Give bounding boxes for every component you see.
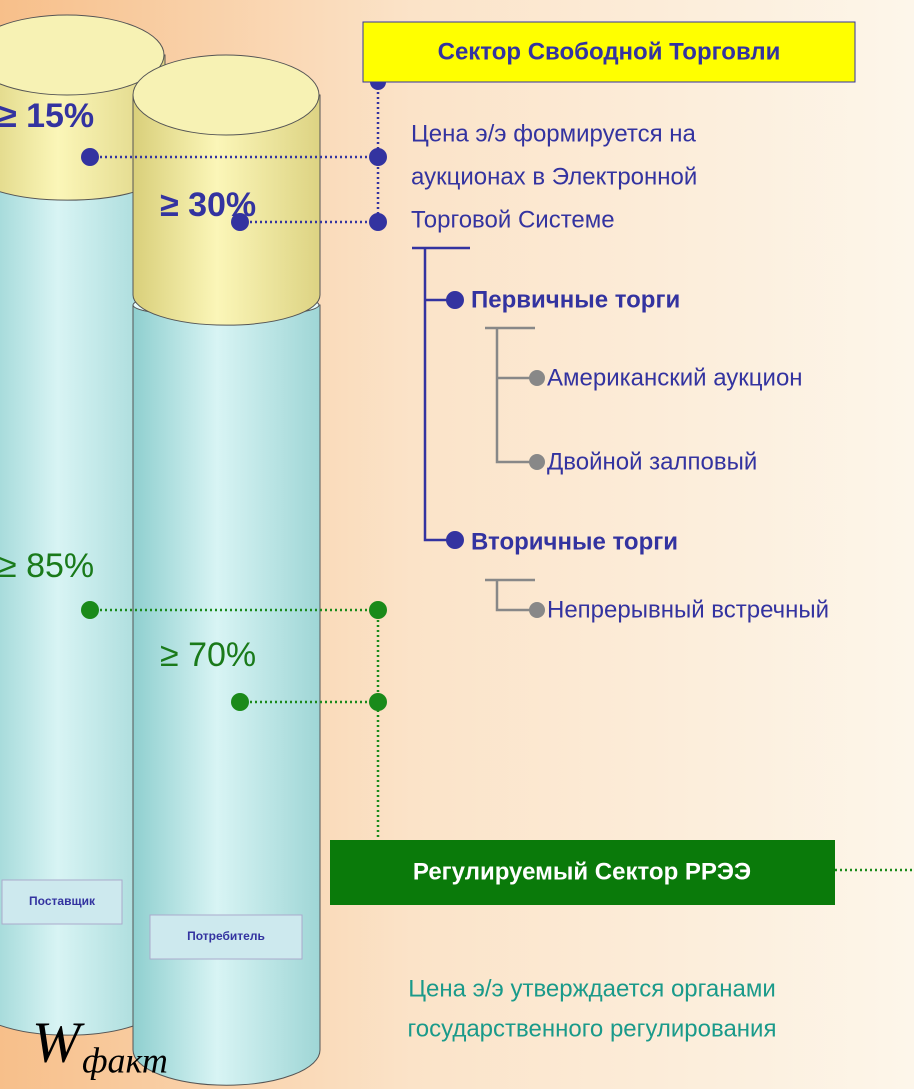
cylinder-label: Потребитель bbox=[187, 929, 265, 943]
text-line: Цена э/э утверждается органами bbox=[408, 975, 776, 1002]
tree-node: Вторичные торги bbox=[471, 528, 678, 555]
tree-node: Первичные торги bbox=[471, 286, 680, 313]
text-line: государственного регулирования bbox=[408, 1015, 777, 1042]
cylinder-label: Поставщик bbox=[29, 894, 96, 908]
share-label: ≥ 85% bbox=[0, 547, 94, 585]
share-label: ≥ 70% bbox=[160, 636, 256, 674]
tree-leaf: Непрерывный встречный bbox=[547, 596, 829, 623]
tree-leaf: Американский аукцион bbox=[547, 364, 803, 391]
slide: ≥ 15% ≥ 30% ≥ 85% ≥ 70% Поставщик Потреб… bbox=[0, 0, 914, 1089]
tree-leaf: Двойной залповый bbox=[547, 448, 757, 475]
text-line: Цена э/э формируется на bbox=[411, 120, 697, 147]
text-line: аукционах в Электронной bbox=[411, 163, 697, 190]
free-sector-title: Сектор Свободной Торговли bbox=[438, 38, 781, 65]
volume-subscript: факт bbox=[82, 1040, 168, 1080]
volume-symbol: W bbox=[32, 1009, 85, 1074]
regulated-sector-title: Регулируемый Сектор РРЭЭ bbox=[413, 858, 751, 885]
text-line: Торговой Системе bbox=[411, 206, 615, 233]
share-label: ≥ 15% bbox=[0, 97, 94, 135]
